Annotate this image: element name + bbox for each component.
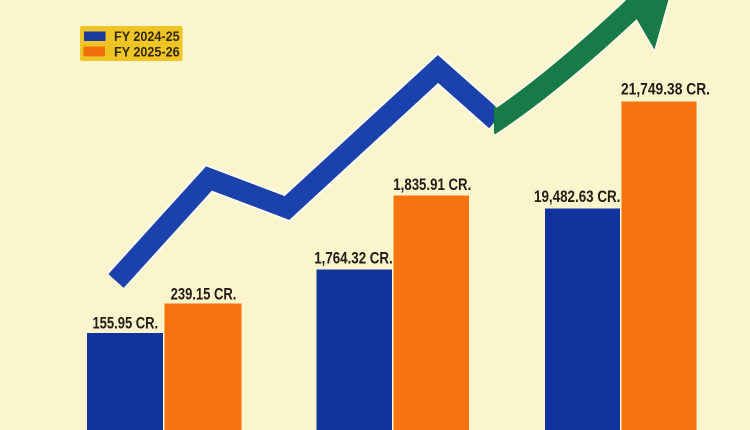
- svg-text:FY 2024-25: FY 2024-25: [114, 29, 180, 44]
- svg-text:19,482.63 CR.: 19,482.63 CR.: [534, 187, 620, 206]
- svg-text:FY 2025-26: FY 2025-26: [114, 45, 180, 60]
- svg-text:21,749.38 CR.: 21,749.38 CR.: [621, 79, 710, 98]
- svg-text:239.15 CR.: 239.15 CR.: [171, 285, 237, 304]
- svg-text:1,764.32 CR.: 1,764.32 CR.: [314, 249, 393, 268]
- svg-text:155.95 CR.: 155.95 CR.: [92, 314, 158, 333]
- svg-text:1,835.91 CR.: 1,835.91 CR.: [393, 175, 471, 194]
